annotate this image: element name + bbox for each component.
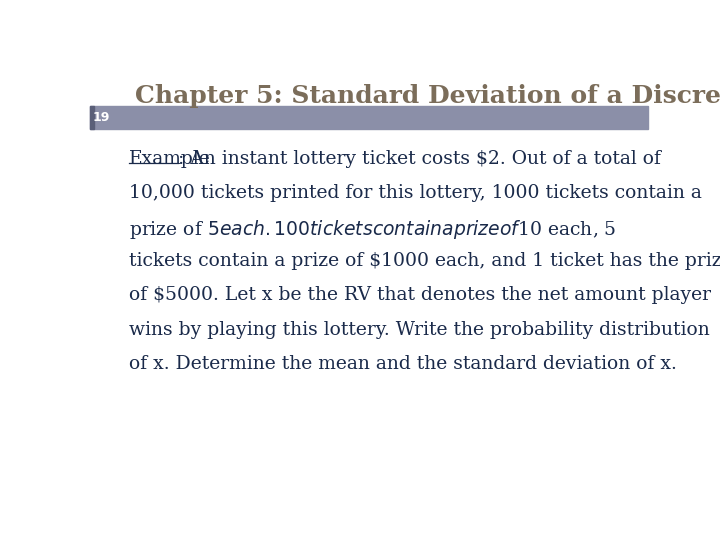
Text: 10,000 tickets printed for this lottery, 1000 tickets contain a: 10,000 tickets printed for this lottery,… xyxy=(129,184,702,202)
Text: wins by playing this lottery. Write the probability distribution: wins by playing this lottery. Write the … xyxy=(129,321,710,339)
Text: Chapter 5: Standard Deviation of a Discrete RV: Chapter 5: Standard Deviation of a Discr… xyxy=(135,84,720,107)
Text: 19: 19 xyxy=(92,111,109,124)
Text: prize of $5 each. 100 tickets contain a prize of $10 each, 5: prize of $5 each. 100 tickets contain a … xyxy=(129,218,616,241)
Text: Example: Example xyxy=(129,150,211,168)
FancyBboxPatch shape xyxy=(90,106,648,129)
Text: : An instant lottery ticket costs $2. Out of a total of: : An instant lottery ticket costs $2. Ou… xyxy=(178,150,661,168)
Text: of $5000. Let x be the RV that denotes the net amount player: of $5000. Let x be the RV that denotes t… xyxy=(129,286,711,305)
Text: of x. Determine the mean and the standard deviation of x.: of x. Determine the mean and the standar… xyxy=(129,355,677,373)
FancyBboxPatch shape xyxy=(90,106,94,129)
Text: tickets contain a prize of $1000 each, and 1 ticket has the prize: tickets contain a prize of $1000 each, a… xyxy=(129,252,720,271)
